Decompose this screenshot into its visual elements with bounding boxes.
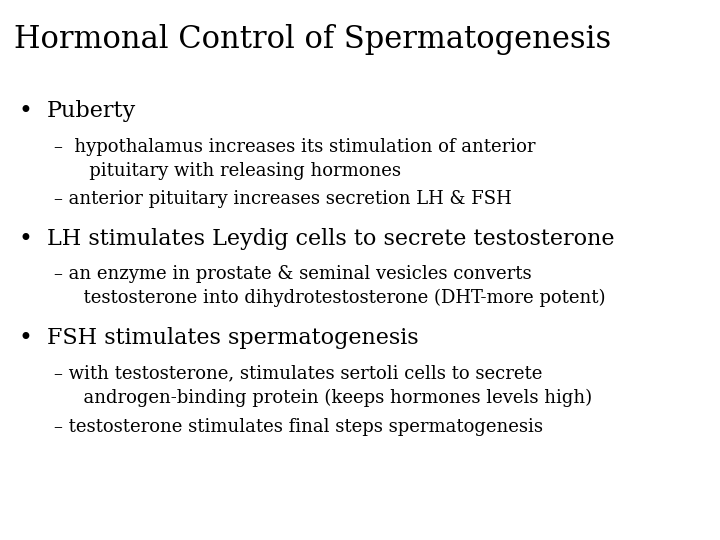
- Text: – with testosterone, stimulates sertoli cells to secrete: – with testosterone, stimulates sertoli …: [54, 364, 542, 382]
- Text: Hormonal Control of Spermatogenesis: Hormonal Control of Spermatogenesis: [14, 24, 612, 55]
- Text: LH stimulates Leydig cells to secrete testosterone: LH stimulates Leydig cells to secrete te…: [47, 228, 614, 250]
- Text: – an enzyme in prostate & seminal vesicles converts: – an enzyme in prostate & seminal vesicl…: [54, 265, 531, 282]
- Text: •: •: [18, 327, 32, 350]
- Text: pituitary with releasing hormones: pituitary with releasing hormones: [72, 162, 401, 180]
- Text: Puberty: Puberty: [47, 100, 136, 122]
- Text: FSH stimulates spermatogenesis: FSH stimulates spermatogenesis: [47, 327, 418, 349]
- Text: androgen-binding protein (keeps hormones levels high): androgen-binding protein (keeps hormones…: [72, 389, 592, 407]
- Text: –  hypothalamus increases its stimulation of anterior: – hypothalamus increases its stimulation…: [54, 138, 536, 156]
- Text: – anterior pituitary increases secretion LH & FSH: – anterior pituitary increases secretion…: [54, 190, 512, 208]
- Text: •: •: [18, 228, 32, 251]
- Text: testosterone into dihydrotestosterone (DHT-more potent): testosterone into dihydrotestosterone (D…: [72, 289, 606, 307]
- Text: – testosterone stimulates final steps spermatogenesis: – testosterone stimulates final steps sp…: [54, 418, 543, 436]
- Text: •: •: [18, 100, 32, 123]
